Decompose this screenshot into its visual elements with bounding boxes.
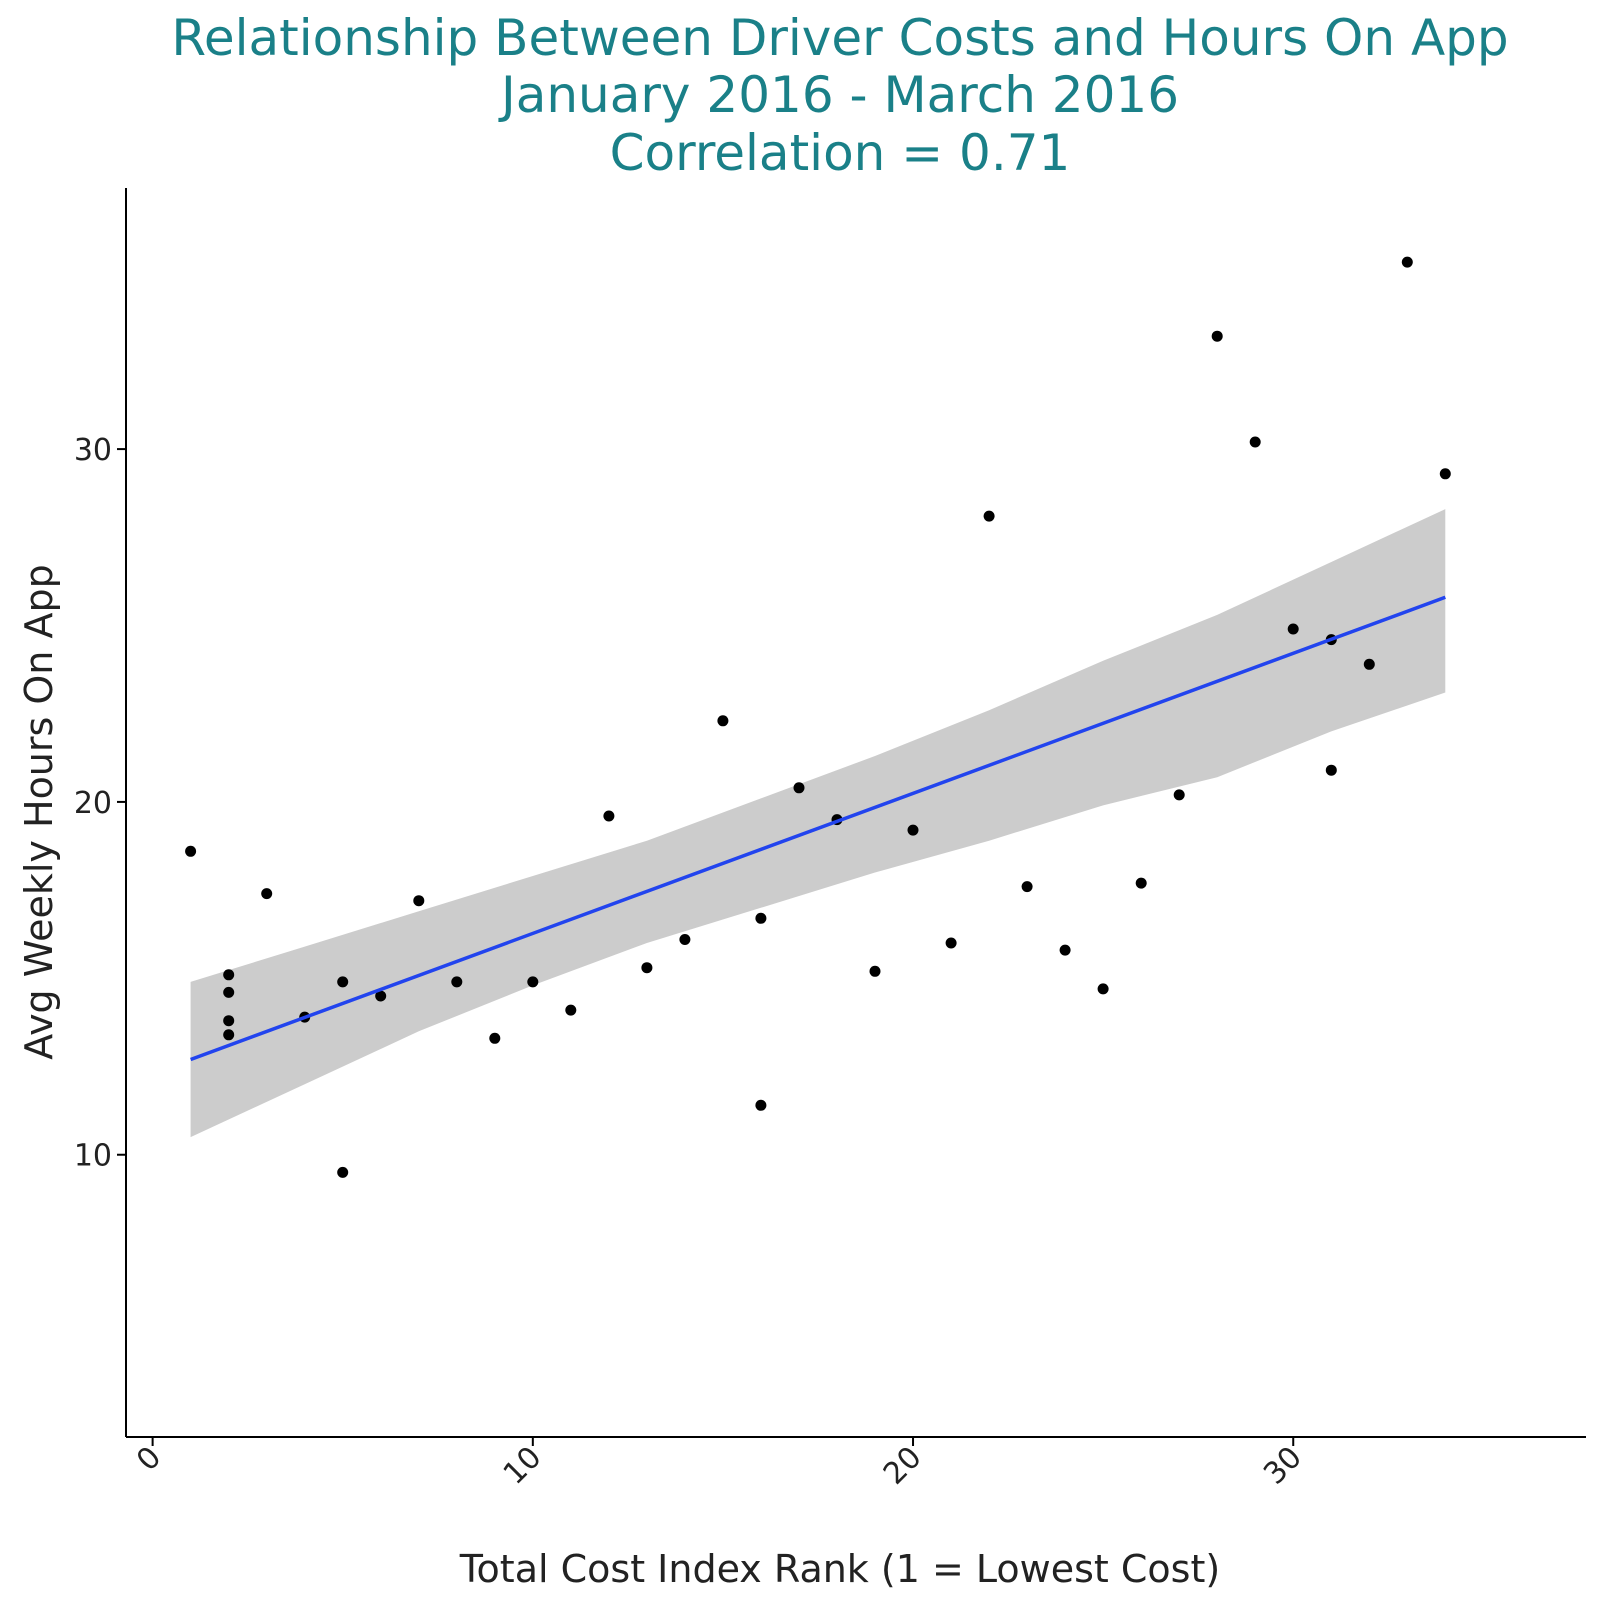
data-point-3 [223, 986, 235, 998]
y-tick-label-10: 10 [74, 1139, 112, 1174]
data-point-21 [755, 1099, 767, 1111]
data-point-32 [1173, 789, 1185, 801]
data-point-15 [565, 1004, 577, 1016]
data-point-4 [223, 1015, 235, 1027]
confidence-band [190, 509, 1446, 1138]
data-point-33 [1211, 330, 1223, 342]
data-point-8 [337, 976, 349, 988]
x-tick-label-0: 0 [130, 1440, 168, 1478]
data-point-37 [1325, 764, 1337, 776]
data-point-6 [261, 888, 273, 900]
data-point-22 [793, 782, 805, 794]
y-axis-label: Avg Weekly Hours On App [17, 564, 61, 1059]
data-point-26 [945, 937, 957, 949]
data-point-27 [983, 510, 995, 522]
data-point-29 [1059, 944, 1071, 956]
chart-title-line-2: January 2016 - March 2016 [498, 66, 1179, 124]
data-point-31 [1135, 877, 1147, 889]
data-point-11 [413, 895, 425, 907]
data-point-10 [375, 990, 387, 1002]
data-point-30 [1097, 983, 1109, 995]
data-point-14 [527, 976, 539, 988]
data-point-40 [1439, 468, 1451, 480]
plot-area [185, 256, 1451, 1178]
chart-title-line-3: Correlation = 0.71 [610, 124, 1071, 182]
data-point-12 [451, 976, 463, 988]
y-tick-label-30: 30 [74, 433, 112, 468]
data-point-34 [1249, 436, 1261, 448]
data-point-13 [489, 1032, 501, 1044]
data-point-35 [1287, 623, 1299, 635]
data-point-16 [603, 810, 615, 822]
data-point-1 [185, 845, 197, 857]
data-point-39 [1401, 256, 1413, 268]
data-point-19 [717, 715, 729, 727]
x-axis-label: Total Cost Index Rank (1 = Lowest Cost) [459, 1547, 1220, 1591]
chart-title-line-1: Relationship Between Driver Costs and Ho… [171, 9, 1508, 67]
data-point-2 [223, 969, 235, 981]
x-tick-label-20: 20 [877, 1440, 929, 1492]
data-point-25 [907, 824, 919, 836]
data-point-24 [869, 965, 881, 977]
data-point-17 [641, 962, 653, 974]
x-tick-label-10: 10 [497, 1440, 549, 1492]
data-point-28 [1021, 881, 1033, 893]
x-tick-label-30: 30 [1257, 1440, 1309, 1492]
data-point-18 [679, 934, 691, 945]
data-point-20 [755, 912, 767, 924]
regression-line [190, 595, 1446, 1062]
data-point-9 [337, 1166, 349, 1178]
y-tick-label-20: 20 [74, 786, 112, 821]
data-point-5 [223, 1029, 235, 1041]
data-point-38 [1363, 658, 1375, 670]
